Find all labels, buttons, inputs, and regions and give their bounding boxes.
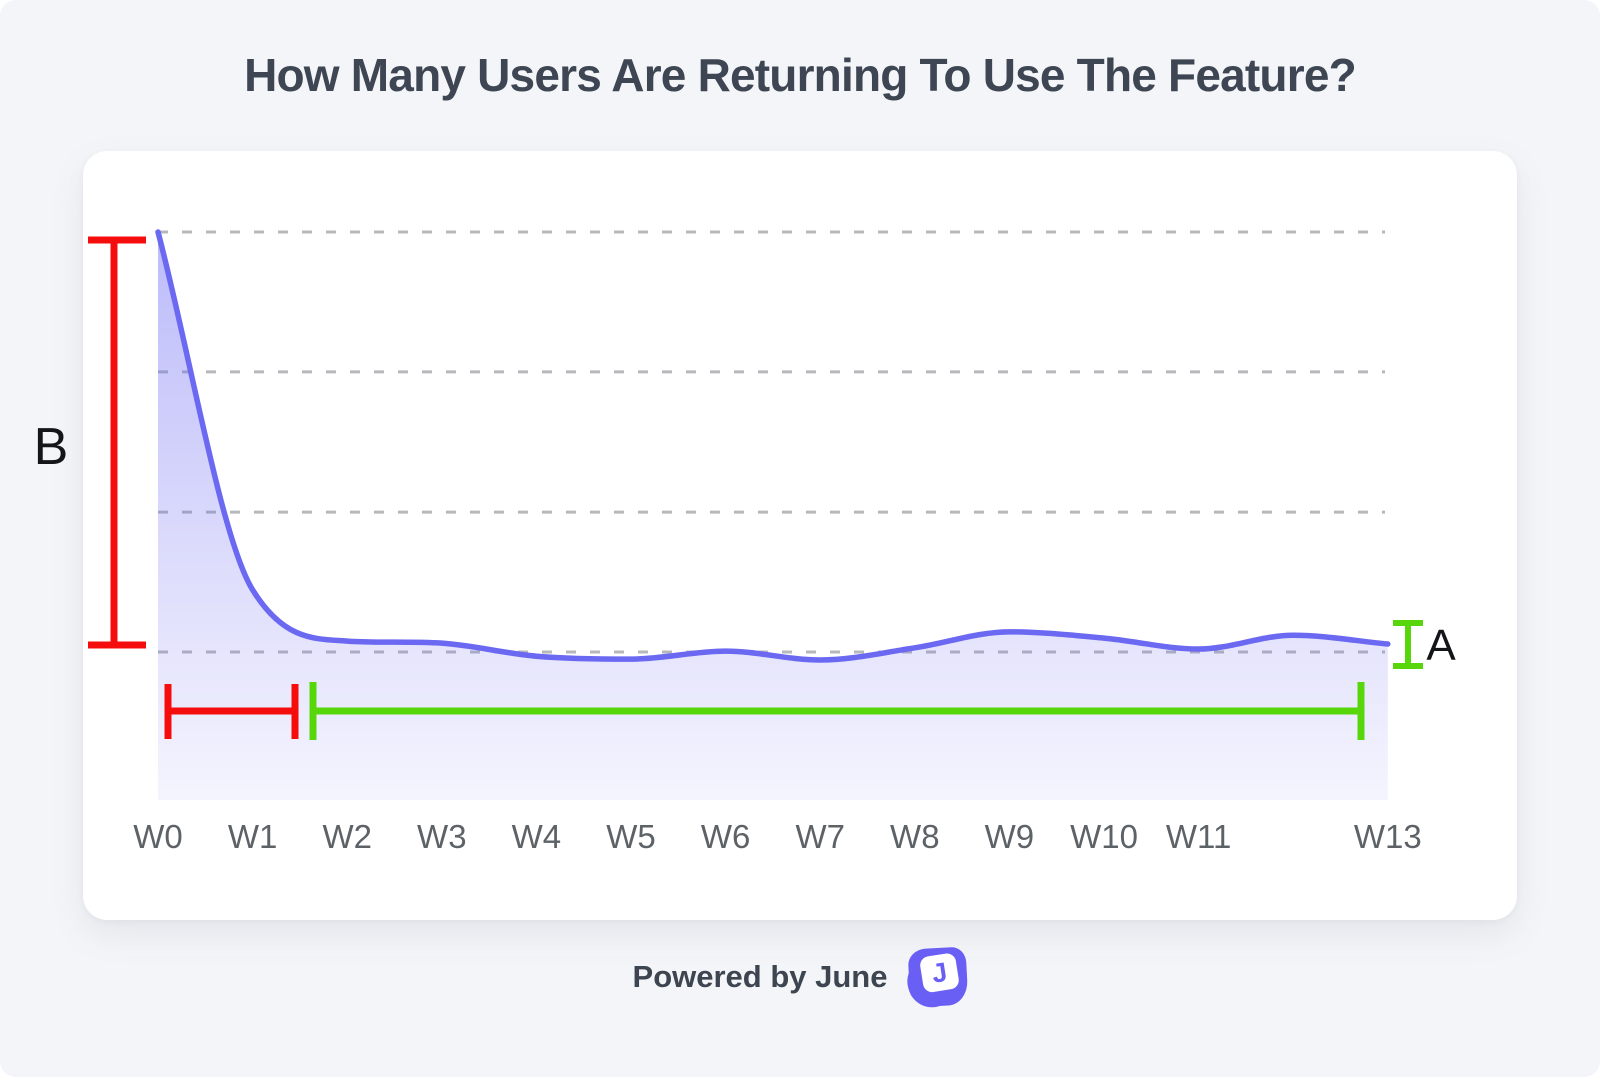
powered-by-text: Powered by June: [632, 959, 888, 994]
a-label: A: [1426, 621, 1456, 670]
june-logo-letter: J: [930, 956, 950, 989]
chart-title: How Many Users Are Returning To Use The …: [244, 49, 1357, 101]
retention-area-fill: [158, 232, 1388, 800]
x-axis-label: W4: [512, 818, 562, 855]
x-axis-label: W8: [890, 818, 940, 855]
x-axis-label: W7: [795, 818, 845, 855]
x-axis-label: W6: [701, 818, 751, 855]
measurement-brackets: [88, 236, 1423, 740]
x-axis-label: W5: [606, 818, 656, 855]
june-logo-icon: J: [902, 945, 971, 1013]
x-axis-label: W9: [985, 818, 1035, 855]
retention-line: [155, 229, 1391, 663]
x-axis-label: W0: [133, 818, 183, 855]
b-label: B: [34, 418, 69, 476]
x-axis-labels: W0 W1 W2 W3 W4 W5 W6 W7 W8 W9 W10 W11 W13: [133, 818, 1421, 855]
june-logo-inner-square: J: [919, 952, 961, 994]
x-axis-label: W11: [1166, 818, 1231, 855]
x-axis-label: W10: [1070, 818, 1138, 855]
gridlines: [158, 230, 1385, 654]
x-axis-label: W3: [417, 818, 467, 855]
footer: Powered by June J: [0, 946, 1600, 1013]
x-axis-label: W2: [322, 818, 372, 855]
x-axis-label: W1: [228, 818, 278, 855]
x-axis-label: W13: [1354, 818, 1422, 855]
